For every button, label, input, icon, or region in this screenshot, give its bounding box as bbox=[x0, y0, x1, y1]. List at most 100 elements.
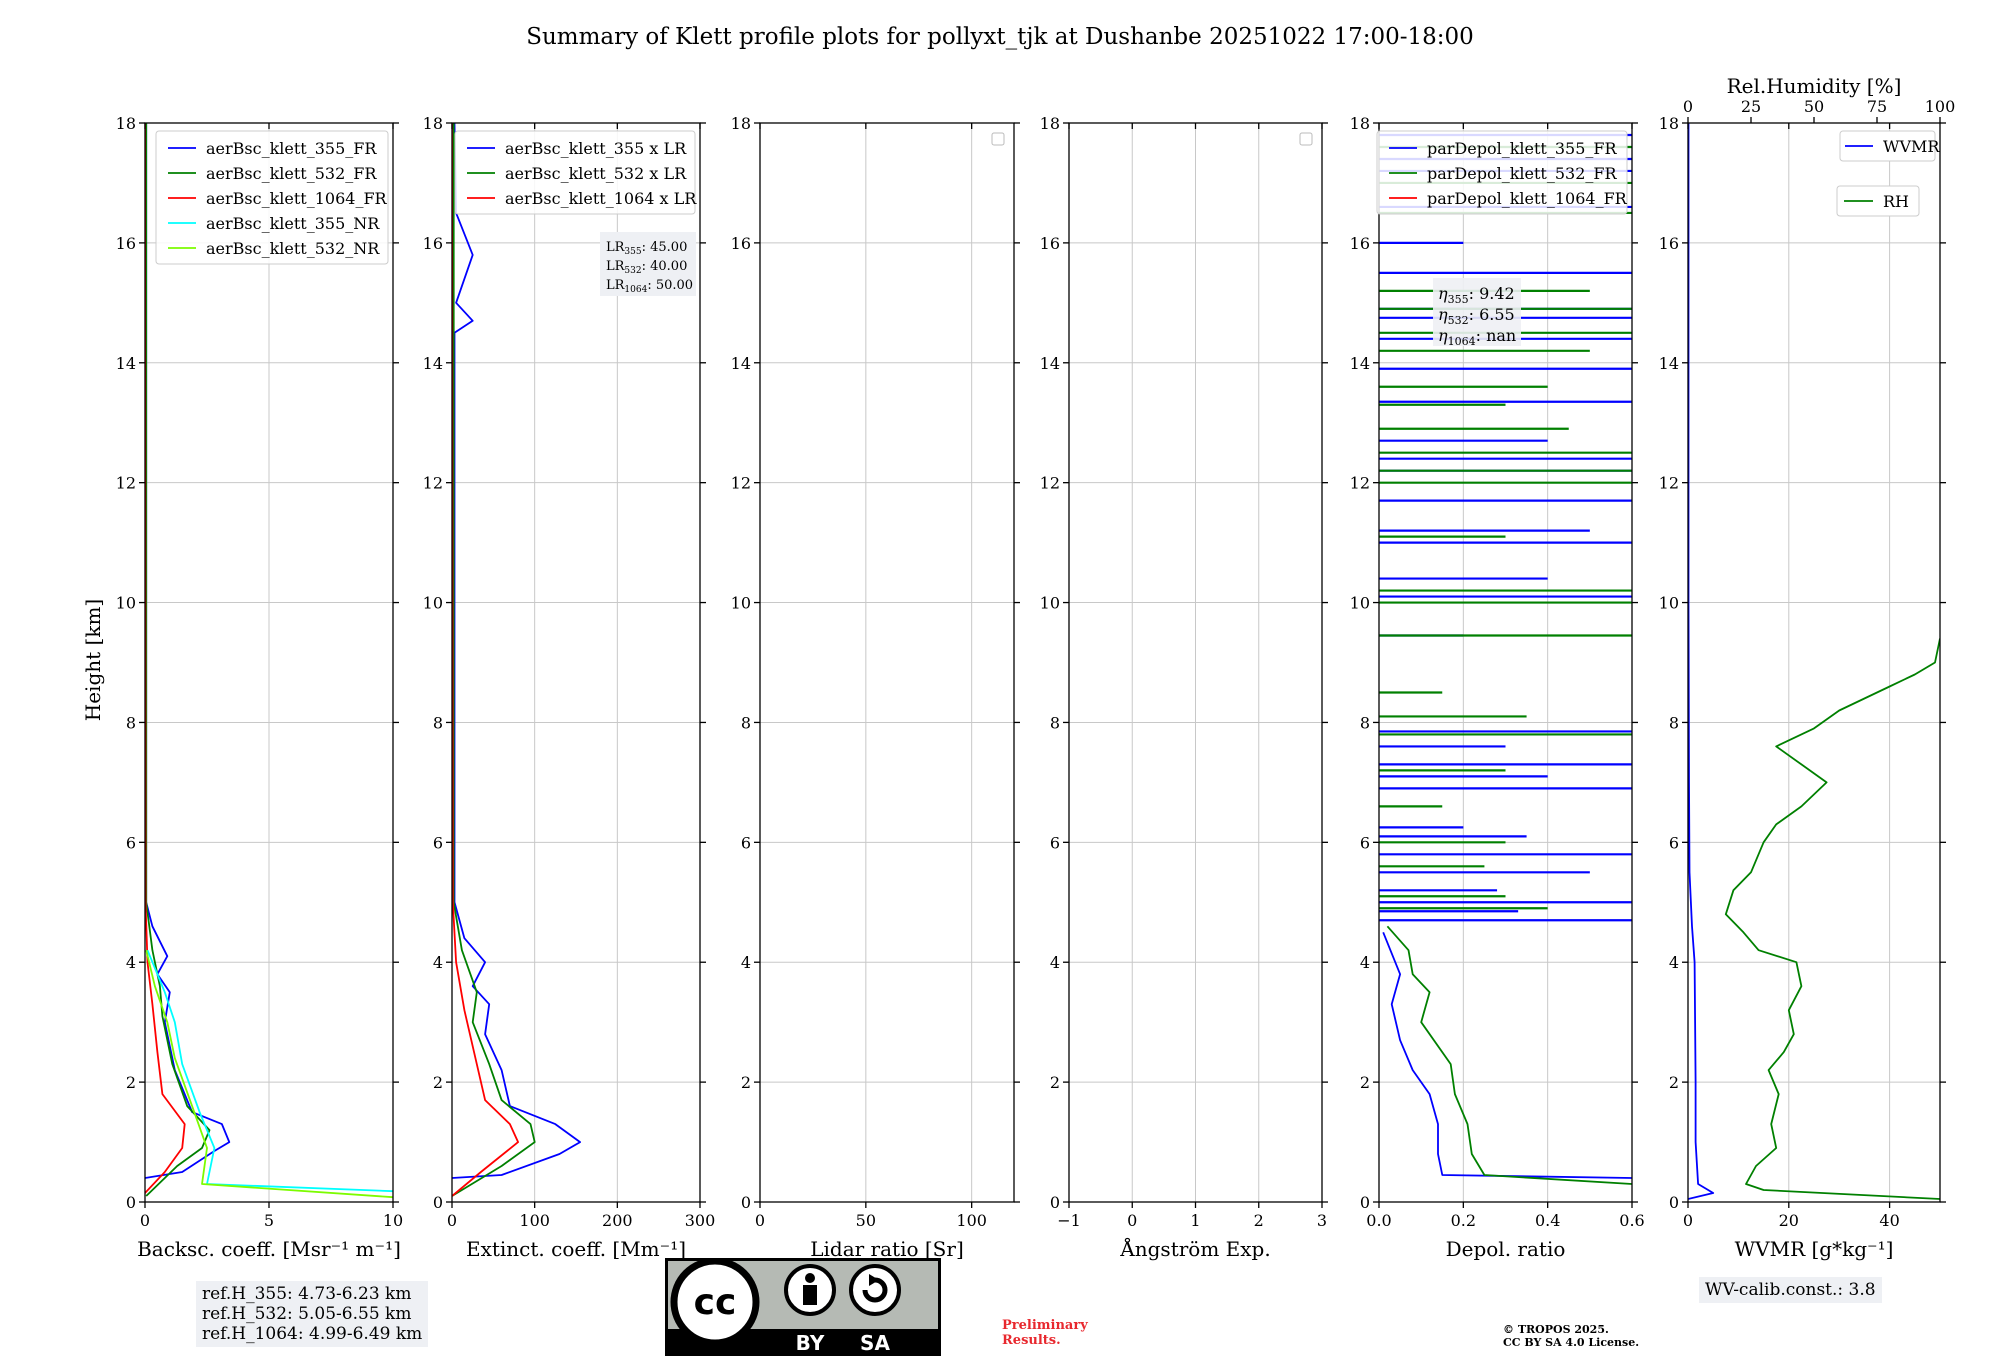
cc-license-badge: cc BY SA bbox=[665, 1258, 941, 1356]
ytick-label: 18 bbox=[1350, 114, 1370, 133]
ytick-label: 14 bbox=[1659, 354, 1679, 373]
ytick-label: 4 bbox=[433, 953, 443, 972]
ytick-label: 4 bbox=[741, 953, 751, 972]
ytick-label: 18 bbox=[423, 114, 443, 133]
legend-entry: aerBsc_klett_532_FR bbox=[206, 164, 377, 183]
panel-bsc: 0 2 4 6 8 10 12 14 16 18 0 5 10 Backsc. coeff. [Msr⁻¹… bbox=[116, 114, 404, 1261]
ytick-label: 12 bbox=[423, 474, 443, 493]
ytick-label: 10 bbox=[1659, 594, 1679, 613]
ytick-label: 0 bbox=[1669, 1193, 1679, 1212]
ytick-label: 16 bbox=[116, 234, 136, 253]
xtick-label: 1 bbox=[1190, 1211, 1200, 1230]
sa-arrow-head bbox=[869, 1274, 879, 1286]
x2tick-label: 75 bbox=[1867, 97, 1887, 116]
ytick-label: 2 bbox=[1360, 1073, 1370, 1092]
xtick-label: −1 bbox=[1057, 1211, 1081, 1230]
series-line-aerBsc_klett_532 x LR bbox=[452, 123, 536, 1197]
axes-frame bbox=[759, 122, 1015, 1203]
ytick-label: 10 bbox=[1040, 594, 1060, 613]
ytick-label: 12 bbox=[116, 474, 136, 493]
legend-box bbox=[454, 130, 696, 215]
ytick-label: 16 bbox=[1659, 234, 1679, 253]
ytick-label: 12 bbox=[1350, 474, 1370, 493]
ytick-label: 4 bbox=[1050, 953, 1060, 972]
ytick-label: 0 bbox=[1050, 1193, 1060, 1212]
xtick-label: 0.4 bbox=[1535, 1211, 1560, 1230]
x2tick-label: 50 bbox=[1804, 97, 1824, 116]
axes-frame bbox=[1687, 122, 1941, 1203]
series-line-aerBsc_klett_355_NR bbox=[146, 949, 393, 1193]
cc-logo-icon bbox=[670, 1258, 760, 1347]
xtick-label: 0 bbox=[1683, 1211, 1693, 1230]
legend-entry: aerBsc_klett_355_NR bbox=[206, 214, 380, 233]
annotation-box bbox=[1433, 278, 1521, 346]
panel-ext: 0 2 4 6 8 10 12 14 16 18 0 100 200 300 Extinct. coeff.… bbox=[423, 114, 716, 1261]
legend: aerBsc_klett_355 x LR aerBsc_klett_532 x … bbox=[454, 130, 697, 215]
series-group bbox=[145, 123, 393, 1199]
xtick-label: 200 bbox=[602, 1211, 633, 1230]
series-line-aerBsc_klett_355_FR bbox=[145, 123, 231, 1179]
cc-logo-text: cc bbox=[694, 1282, 737, 1323]
ytick-label: 8 bbox=[1360, 713, 1370, 732]
ytick-label: 2 bbox=[126, 1073, 136, 1092]
x2tick-label: 25 bbox=[1741, 97, 1761, 116]
series-line-parDepol_klett_532_FR bbox=[1386, 925, 1632, 1185]
sa-label: SA bbox=[860, 1331, 890, 1355]
preliminary-results-note: Preliminary Results. bbox=[1002, 1318, 1088, 1348]
ytick-label: 8 bbox=[126, 713, 136, 732]
legend-entry: RH bbox=[1883, 192, 1909, 211]
ytick-label: 14 bbox=[731, 354, 751, 373]
ytick-label: 10 bbox=[116, 594, 136, 613]
sa-share-icon bbox=[849, 1264, 901, 1316]
ref-height-355: ref.H_355: 4.73-6.23 km bbox=[202, 1284, 412, 1304]
ytick-label: 4 bbox=[1669, 953, 1679, 972]
ytick-label: 16 bbox=[1040, 234, 1060, 253]
annotation-box bbox=[600, 232, 696, 296]
axes-frame bbox=[451, 122, 701, 1203]
legend-entry: aerBsc_klett_1064 x LR bbox=[505, 189, 697, 208]
xtick-label: 100 bbox=[519, 1211, 550, 1230]
ytick-label: 14 bbox=[423, 354, 443, 373]
ytick-label: 16 bbox=[1350, 234, 1370, 253]
ytick-label: 0 bbox=[433, 1193, 443, 1212]
ytick-label: 8 bbox=[741, 713, 751, 732]
ytick-label: 6 bbox=[126, 833, 136, 852]
legend-entry: aerBsc_klett_532 x LR bbox=[505, 164, 687, 183]
eta-annotation-532: η532: 6.55 bbox=[1438, 305, 1515, 327]
ytick-label: 6 bbox=[741, 833, 751, 852]
lidar-ratio-annotation: LR355: 45.00 LR532: 40.00 LR1064: 50.00 bbox=[600, 232, 696, 296]
ytick-label: 12 bbox=[1040, 474, 1060, 493]
ytick-label: 6 bbox=[1360, 833, 1370, 852]
ytick-label: 10 bbox=[423, 594, 443, 613]
ytick-label: 12 bbox=[731, 474, 751, 493]
legend-box bbox=[1836, 185, 1920, 217]
x-axis-label: Extinct. coeff. [Mm⁻¹] bbox=[466, 1237, 686, 1261]
x2tick-label: 0 bbox=[1683, 97, 1693, 116]
by-person-body bbox=[803, 1285, 817, 1305]
ytick-label: 0 bbox=[1360, 1193, 1370, 1212]
ytick-label: 8 bbox=[1669, 713, 1679, 732]
xtick-label: 0 bbox=[447, 1211, 457, 1230]
series-line-aerBsc_klett_1064_FR bbox=[145, 123, 186, 1194]
legend-entry: WVMR bbox=[1883, 137, 1940, 156]
ytick-label: 6 bbox=[1669, 833, 1679, 852]
ytick-label: 18 bbox=[116, 114, 136, 133]
ytick-label: 2 bbox=[741, 1073, 751, 1092]
series-group bbox=[1379, 133, 1632, 1185]
copyright-line-1: © TROPOS 2025. bbox=[1503, 1323, 1609, 1336]
ytick-label: 12 bbox=[1659, 474, 1679, 493]
series-group bbox=[1688, 123, 1940, 1200]
lr-annotation-355: LR355: 45.00 bbox=[606, 240, 687, 257]
ref-height-532: ref.H_532: 5.05-6.55 km bbox=[202, 1304, 412, 1324]
xtick-label: 2 bbox=[1254, 1211, 1264, 1230]
xtick-label: 50 bbox=[856, 1211, 876, 1230]
legend-box bbox=[1376, 130, 1628, 215]
legend-entry: aerBsc_klett_1064_FR bbox=[206, 189, 388, 208]
xtick-label: 3 bbox=[1317, 1211, 1327, 1230]
axes-frame bbox=[1378, 122, 1633, 1203]
ytick-label: 2 bbox=[1050, 1073, 1060, 1092]
ytick-label: 16 bbox=[423, 234, 443, 253]
